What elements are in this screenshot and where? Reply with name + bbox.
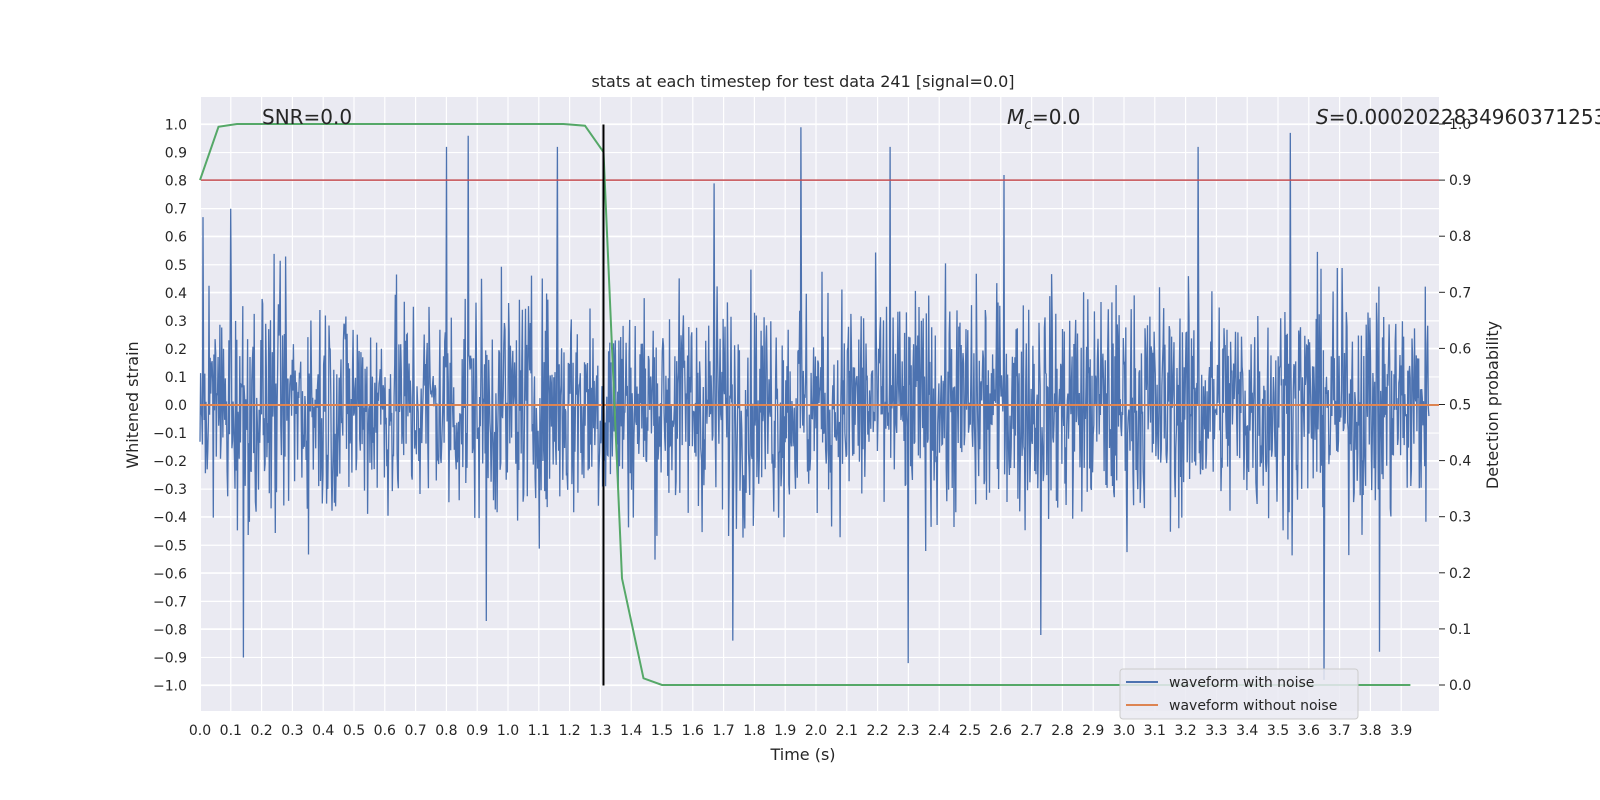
y-tick-label-left: 0.4	[165, 286, 187, 302]
y-tick-label-left: 0.8	[165, 174, 187, 190]
x-tick-label: 0.2	[250, 723, 272, 739]
y-tick-label-left: −0.7	[153, 594, 187, 610]
y-tick-label-right: 0.8	[1449, 229, 1471, 245]
x-tick-label: 3.4	[1236, 723, 1258, 739]
y-tick-label-left: 0.0	[165, 398, 187, 414]
chart-title: stats at each timestep for test data 241…	[591, 72, 1014, 91]
chirp-mass-subscript: c	[1024, 117, 1032, 133]
x-tick-label: 2.8	[1051, 723, 1073, 739]
y-tick-label-left: 1.0	[165, 118, 187, 134]
x-tick-label: 2.5	[959, 723, 981, 739]
y-tick-label-right: 1.0	[1449, 117, 1471, 133]
snr-annotation: SNR=0.0	[262, 105, 352, 129]
x-tick-label: 3.8	[1359, 723, 1381, 739]
x-tick-label: 1.2	[558, 723, 580, 739]
x-axis-label: Time (s)	[769, 745, 835, 764]
x-tick-label: 3.0	[1113, 723, 1135, 739]
x-tick-label: 0.9	[466, 723, 488, 739]
y-tick-label-left: −0.8	[153, 622, 187, 638]
x-tick-label: 1.8	[743, 723, 765, 739]
y-tick-label-left: −0.6	[153, 566, 187, 582]
y-tick-label-right: 0.9	[1449, 173, 1471, 189]
legend-label-noise: waveform with noise	[1169, 675, 1314, 691]
y-tick-label-right: 0.2	[1449, 566, 1471, 582]
x-tick-label: 3.6	[1298, 723, 1320, 739]
x-tick-label: 0.8	[435, 723, 457, 739]
x-tick-label: 3.5	[1267, 723, 1289, 739]
x-tick-label: 3.7	[1328, 723, 1350, 739]
x-tick-label: 2.7	[1020, 723, 1042, 739]
legend: waveform with noise waveform without noi…	[1119, 668, 1359, 720]
x-tick-label: 3.3	[1205, 723, 1227, 739]
x-tick-label: 2.4	[928, 723, 950, 739]
legend-label-clean: waveform without noise	[1169, 698, 1337, 714]
s-value: =0.00020228349603712535	[1329, 105, 1600, 129]
y-tick-label-left: 0.9	[165, 146, 187, 162]
y-tick-label-right: 0.1	[1449, 622, 1471, 638]
y-tick-label-left: −0.5	[153, 538, 187, 554]
chirp-mass-annotation: Mc=0.0	[1007, 105, 1081, 133]
chirp-mass-symbol: M	[1007, 105, 1024, 129]
x-tick-label: 3.9	[1390, 723, 1412, 739]
x-tick-label: 0.5	[343, 723, 365, 739]
y-tick-label-left: 0.3	[165, 314, 187, 330]
x-tick-label: 3.2	[1174, 723, 1196, 739]
x-tick-label: 1.9	[774, 723, 796, 739]
x-tick-label: 0.7	[404, 723, 426, 739]
x-tick-label: 0.1	[220, 723, 242, 739]
y-tick-label-left: 0.2	[165, 342, 187, 358]
x-tick-label: 0.3	[281, 723, 303, 739]
x-tick-label: 0.0	[189, 723, 211, 739]
x-tick-label: 2.9	[1082, 723, 1104, 739]
x-tick-label: 2.3	[897, 723, 919, 739]
x-tick-label: 2.2	[866, 723, 888, 739]
x-tick-label: 1.1	[528, 723, 550, 739]
y-axis-label-left: Whitened strain	[123, 341, 142, 468]
x-tick-label: 2.6	[990, 723, 1012, 739]
series-waveform-with-noise	[199, 127, 1430, 680]
x-tick-label: 2.1	[836, 723, 858, 739]
legend-box	[1119, 668, 1359, 720]
s-annotation: S=0.00020228349603712535	[1316, 105, 1600, 129]
y-tick-label-left: 0.7	[165, 202, 187, 218]
x-tick-label: 3.1	[1144, 723, 1166, 739]
y-tick-label-left: −0.1	[153, 426, 187, 442]
y-tick-label-left: 0.1	[165, 370, 187, 386]
y-tick-label-right: 0.6	[1449, 341, 1471, 357]
y-tick-label-left: 0.5	[165, 258, 187, 274]
x-tick-label: 1.7	[712, 723, 734, 739]
y-tick-label-left: −0.4	[153, 510, 187, 526]
y-tick-label-right: 0.0	[1449, 678, 1471, 694]
chirp-mass-value: =0.0	[1032, 105, 1081, 129]
x-tick-label: 1.4	[620, 723, 642, 739]
s-symbol: S	[1316, 105, 1329, 129]
y-tick-label-left: −0.3	[153, 482, 187, 498]
x-tick-label: 2.0	[805, 723, 827, 739]
x-tick-label: 1.6	[682, 723, 704, 739]
y-tick-label-left: −0.2	[153, 454, 187, 470]
x-tick-label: 0.4	[312, 723, 334, 739]
x-tick-label: 0.6	[374, 723, 396, 739]
x-tick-label: 1.3	[589, 723, 611, 739]
y-tick-label-right: 0.7	[1449, 285, 1471, 301]
y-tick-label-right: 0.3	[1449, 510, 1471, 526]
y-tick-label-right: 0.5	[1449, 398, 1471, 414]
y-tick-label-left: −0.9	[153, 650, 187, 666]
y-tick-label-left: −1.0	[153, 679, 187, 695]
y-tick-label-right: 0.4	[1449, 454, 1471, 470]
y-axis-label-right: Detection probability	[1483, 321, 1502, 489]
y-tick-label-left: 0.6	[165, 230, 187, 246]
x-tick-label: 1.0	[497, 723, 519, 739]
x-tick-label: 1.5	[651, 723, 673, 739]
